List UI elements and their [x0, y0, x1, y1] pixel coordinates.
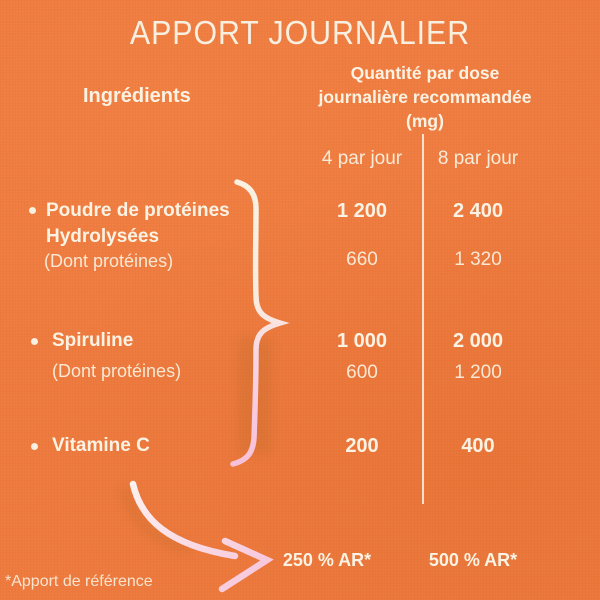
- curly-brace-right-icon: [230, 179, 290, 467]
- dose-value-8: 2 400: [452, 200, 504, 222]
- column-divider-line: [422, 134, 424, 504]
- curved-arrow-down-right-icon: [129, 480, 274, 593]
- sub-dose-value-8: 1 320: [454, 249, 502, 270]
- ingredient-subname: (Dont protéines): [52, 361, 182, 381]
- ingredients-column-header: Ingrédients: [83, 85, 191, 107]
- sub-dose-value-4: 660: [346, 249, 378, 270]
- ingredient-name-line2: Hydrolysées: [46, 226, 160, 247]
- dose-value-8: 2 000: [452, 330, 504, 352]
- ingredient-name: Poudre de protéines: [46, 200, 230, 221]
- dot-bullet-icon: [29, 207, 36, 214]
- reference-footnote: *Apport de référence: [5, 573, 153, 590]
- quantity-header-line1: Quantité par dose: [350, 63, 500, 83]
- quantity-header-unit: (mg): [406, 111, 444, 131]
- quantity-header-line2: journalière recommandée: [318, 87, 532, 107]
- dot-bullet-icon: [31, 443, 38, 450]
- column-header-4-per-day: 4 par jour: [321, 148, 403, 169]
- ingredient-name: Vitamine C: [52, 435, 150, 456]
- dose-value-8: 400: [461, 435, 495, 457]
- page-title: APPORT JOURNALIER: [129, 14, 471, 51]
- ingredient-subname: (Dont protéines): [44, 251, 174, 271]
- sub-dose-value-4: 600: [346, 362, 378, 383]
- dot-bullet-icon: [31, 338, 38, 345]
- reference-intake-8: 500 % AR*: [428, 550, 518, 570]
- sub-dose-value-8: 1 200: [454, 362, 502, 383]
- quantity-column-header: Quantité par dose journalière recommandé…: [310, 61, 540, 133]
- dose-value-4: 1 000: [336, 330, 388, 352]
- dose-value-4: 1 200: [336, 200, 388, 222]
- ingredient-name: Spiruline: [52, 330, 134, 351]
- dose-value-4: 200: [345, 435, 379, 457]
- column-header-8-per-day: 8 par jour: [437, 148, 519, 169]
- reference-intake-4: 250 % AR*: [282, 550, 372, 570]
